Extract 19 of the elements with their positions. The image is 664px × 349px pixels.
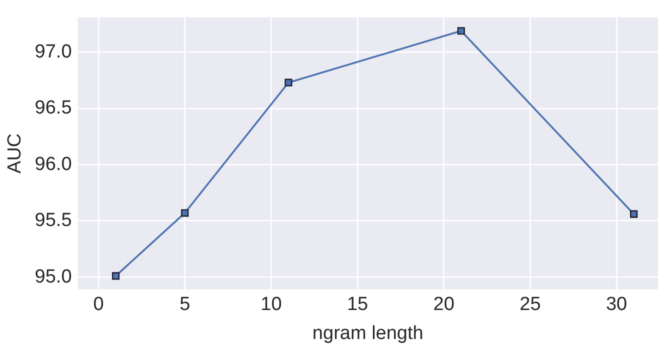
y-tick-label: 96.0 [34,154,72,175]
y-axis-title: AUC [4,133,26,174]
y-tick-label: 97.0 [34,41,72,62]
x-axis-title: ngram length [312,322,424,344]
x-tick-label: 10 [260,294,282,316]
point [457,27,465,35]
y-tick-label: 95.0 [34,266,72,288]
x-tick-label: 30 [606,294,628,316]
point [630,210,638,218]
point [112,272,120,280]
x-tick-label: 25 [520,294,541,316]
y-tick-label: 95.5 [34,210,72,232]
point [284,78,292,86]
x-tick-label: 15 [346,294,368,316]
y-tick-label: 96.5 [34,98,72,119]
point [181,209,189,217]
x-tick-label: 20 [433,294,454,316]
x-tick-label: 0 [93,294,104,316]
x-tick-label: 5 [180,294,190,316]
